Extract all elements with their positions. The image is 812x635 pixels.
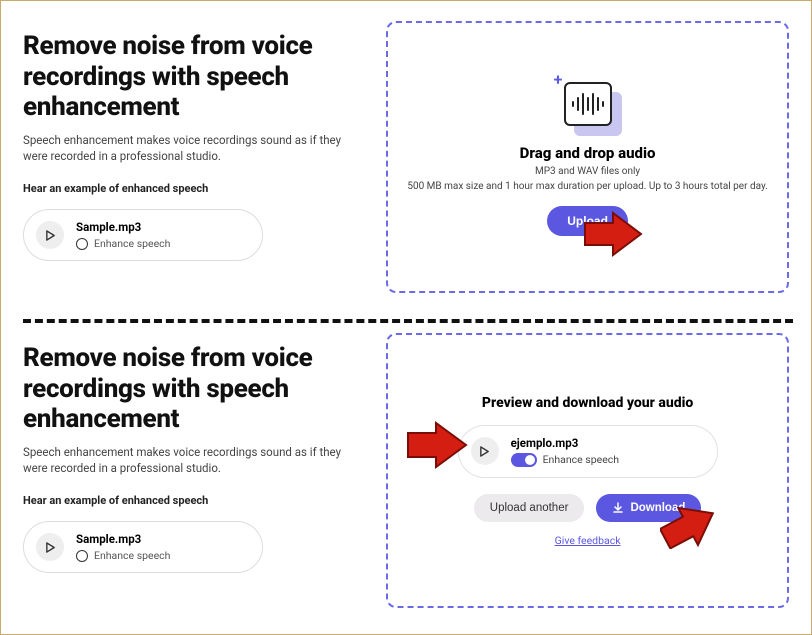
page-heading-2: Remove noise from voice recordings with … xyxy=(23,343,366,435)
enhance-toggle[interactable] xyxy=(511,453,537,467)
sample-enhance-row: Enhance speech xyxy=(76,237,170,250)
audio-upload-icon: + xyxy=(560,78,616,130)
sample-player-2: Sample.mp3 Enhance speech xyxy=(23,521,263,573)
plus-icon: + xyxy=(554,70,563,89)
dropzone-title: Drag and drop audio xyxy=(520,144,656,162)
result-filename: ejemplo.mp3 xyxy=(511,436,619,450)
play-icon xyxy=(45,542,56,553)
page-heading: Remove noise from voice recordings with … xyxy=(23,31,366,123)
download-button[interactable]: Download xyxy=(596,494,701,522)
result-player: ejemplo.mp3 Enhance speech xyxy=(458,425,718,478)
left-column-2: Remove noise from voice recordings with … xyxy=(23,333,366,608)
sample-enhance-label: Enhance speech xyxy=(94,237,170,250)
download-icon xyxy=(612,502,624,514)
preview-title: Preview and download your audio xyxy=(482,395,693,411)
page-subtitle-2: Speech enhancement makes voice recording… xyxy=(23,445,343,476)
example-label: Hear an example of enhanced speech xyxy=(23,182,366,195)
result-play-button[interactable] xyxy=(471,437,499,465)
dropzone-line2: 500 MB max size and 1 hour max duration … xyxy=(407,181,768,192)
sample-filename-2: Sample.mp3 xyxy=(76,532,170,546)
play-icon xyxy=(479,446,490,457)
upload-another-button[interactable]: Upload another xyxy=(474,494,585,522)
upload-dropzone[interactable]: + Drag and drop audio MP3 and WAV files … xyxy=(386,21,789,293)
enhance-ring-icon xyxy=(76,238,88,250)
panel-upload: Remove noise from voice recordings with … xyxy=(1,1,811,313)
sample-meta-2: Sample.mp3 Enhance speech xyxy=(76,532,170,562)
left-column: Remove noise from voice recordings with … xyxy=(23,21,366,293)
right-column-upload: + Drag and drop audio MP3 and WAV files … xyxy=(386,21,789,293)
play-button-2[interactable] xyxy=(36,533,64,561)
section-divider xyxy=(23,319,793,323)
panel-preview: Remove noise from voice recordings with … xyxy=(1,313,811,628)
sample-enhance-label-2: Enhance speech xyxy=(94,549,170,562)
sample-filename: Sample.mp3 xyxy=(76,220,170,234)
preview-buttons: Upload another Download xyxy=(474,494,702,522)
sample-meta: Sample.mp3 Enhance speech xyxy=(76,220,170,250)
enhance-ring-icon xyxy=(76,550,88,562)
preview-zone: Preview and download your audio ejemplo.… xyxy=(386,333,789,608)
result-meta: ejemplo.mp3 Enhance speech xyxy=(511,436,619,467)
result-enhance-label: Enhance speech xyxy=(543,453,619,466)
sample-player: Sample.mp3 Enhance speech xyxy=(23,209,263,261)
sample-enhance-row-2: Enhance speech xyxy=(76,549,170,562)
play-icon xyxy=(45,230,56,241)
example-label-2: Hear an example of enhanced speech xyxy=(23,494,366,507)
upload-button[interactable]: Upload xyxy=(547,206,628,236)
page-subtitle: Speech enhancement makes voice recording… xyxy=(23,133,343,164)
download-label: Download xyxy=(630,502,685,514)
give-feedback-link[interactable]: Give feedback xyxy=(555,534,621,547)
play-button[interactable] xyxy=(36,221,64,249)
right-column-preview: Preview and download your audio ejemplo.… xyxy=(386,333,789,608)
result-enhance-row: Enhance speech xyxy=(511,453,619,467)
dropzone-line1: MP3 and WAV files only xyxy=(535,166,640,177)
